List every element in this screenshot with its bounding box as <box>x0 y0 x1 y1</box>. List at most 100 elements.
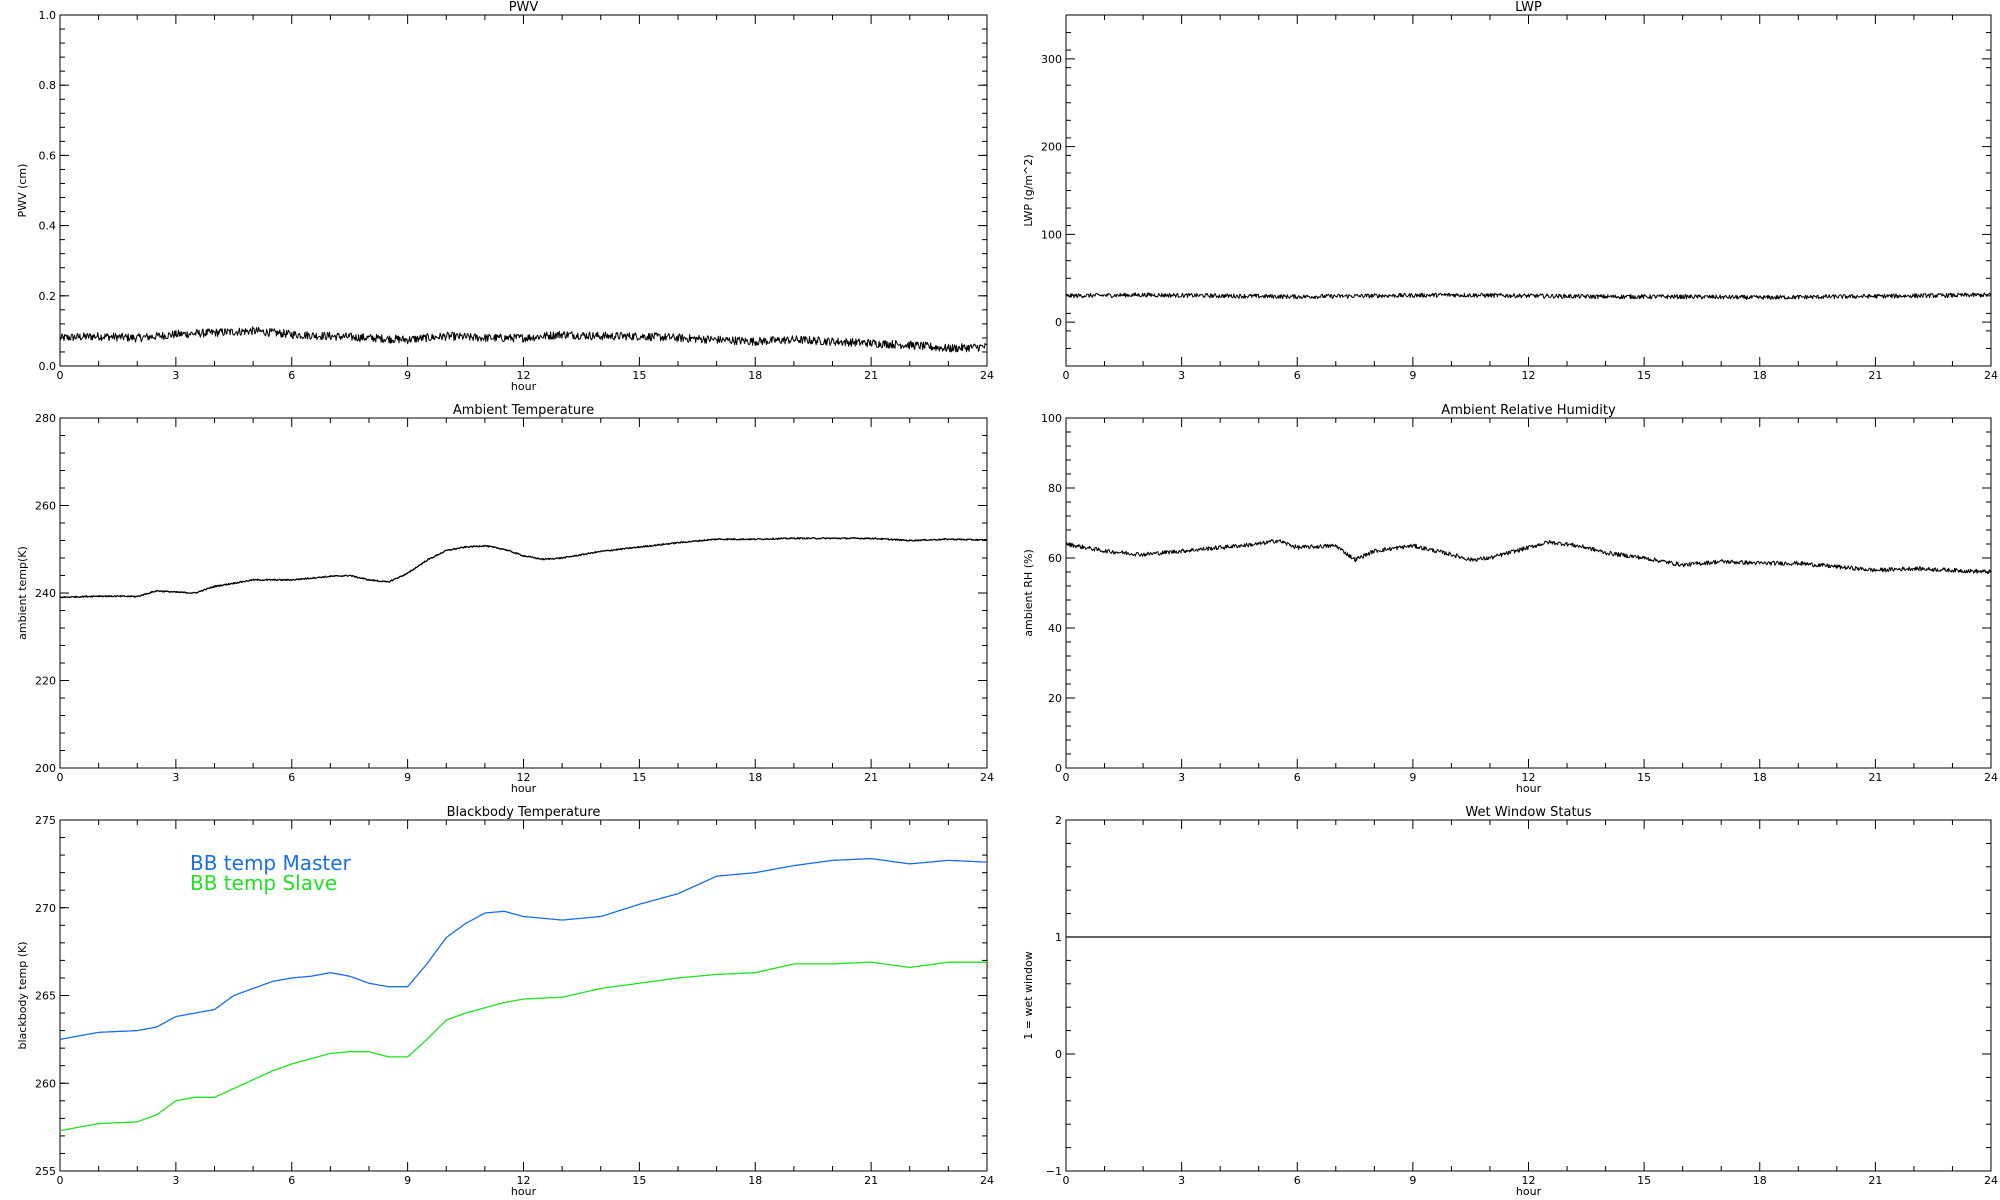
x-tick-label: 15 <box>632 771 646 784</box>
x-tick-label: 21 <box>864 369 878 382</box>
x-tick-label: 3 <box>172 771 179 784</box>
y-tick-label: 275 <box>35 814 56 827</box>
x-tick-label: 15 <box>632 369 646 382</box>
y-tick-label: 60 <box>1048 552 1062 565</box>
x-tick-label: 24 <box>1984 1174 1998 1187</box>
x-tick-label: 0 <box>1063 1174 1070 1187</box>
y-axis-label: 1 = wet window <box>1022 951 1035 1040</box>
chart-title: Ambient Temperature <box>453 403 594 418</box>
x-tick-label: 18 <box>748 1174 762 1187</box>
y-tick-label: 100 <box>1041 412 1062 425</box>
x-tick-label: 24 <box>980 771 994 784</box>
y-tick-label: 20 <box>1048 692 1062 705</box>
x-tick-label: 12 <box>1522 369 1536 382</box>
chart-panel: PWV 0 3 6 9 12 15 18 21 24 0.0 0.2 0.4 0.6 0.8 1.0 hour P… <box>16 0 994 393</box>
y-tick-label: 40 <box>1048 622 1062 635</box>
y-axis-label: PWV (cm) <box>16 164 29 218</box>
y-tick-label: 200 <box>1041 141 1062 154</box>
y-tick-label: 2 <box>1055 814 1062 827</box>
x-tick-label: 9 <box>404 1174 411 1187</box>
y-tick-label: 240 <box>35 587 56 600</box>
x-tick-label: 18 <box>1753 771 1767 784</box>
chart-panel: Blackbody Temperature 0 3 6 9 12 15 18 21 24 255 26… <box>16 805 994 1198</box>
y-tick-label: 200 <box>35 762 56 775</box>
x-tick-label: 21 <box>1868 771 1882 784</box>
x-tick-label: 3 <box>172 369 179 382</box>
chart-title: LWP <box>1515 0 1542 15</box>
x-tick-label: 18 <box>748 771 762 784</box>
x-tick-label: 0 <box>57 771 64 784</box>
x-tick-label: 18 <box>1753 369 1767 382</box>
x-tick-label: 6 <box>1294 369 1301 382</box>
y-tick-label: 0 <box>1055 316 1062 329</box>
y-axis-label: ambient RH (%) <box>1022 549 1035 637</box>
x-tick-label: 6 <box>288 771 295 784</box>
x-tick-label: 24 <box>1984 369 1998 382</box>
x-axis-label: hour <box>1516 782 1542 795</box>
x-tick-label: 6 <box>288 1174 295 1187</box>
x-tick-label: 21 <box>864 771 878 784</box>
y-tick-label: 0 <box>1055 762 1062 775</box>
legend-entry: BB temp Master <box>190 851 352 875</box>
x-tick-label: 9 <box>1409 369 1416 382</box>
legend-entry: BB temp Slave <box>190 871 337 895</box>
x-tick-label: 24 <box>1984 771 1998 784</box>
plot-frame <box>1065 14 1992 367</box>
x-tick-label: 15 <box>632 1174 646 1187</box>
y-tick-label: 255 <box>35 1165 56 1178</box>
y-tick-label: 0.4 <box>39 220 57 233</box>
series-line <box>59 857 988 1041</box>
x-tick-label: 6 <box>1294 771 1301 784</box>
y-tick-label: 0.0 <box>39 360 57 373</box>
y-tick-label: 270 <box>35 902 56 915</box>
y-tick-label: 0.6 <box>39 149 57 162</box>
x-tick-label: 3 <box>172 1174 179 1187</box>
chart-title: Ambient Relative Humidity <box>1441 403 1616 418</box>
chart-title: Blackbody Temperature <box>447 805 601 820</box>
y-tick-label: 220 <box>35 675 56 688</box>
y-tick-label: 0 <box>1055 1048 1062 1061</box>
x-axis-label: hour <box>511 782 537 795</box>
series-line <box>59 537 988 599</box>
y-tick-label: 280 <box>35 412 56 425</box>
x-tick-label: 3 <box>1178 369 1185 382</box>
x-tick-label: 18 <box>1753 1174 1767 1187</box>
x-tick-label: 0 <box>57 1174 64 1187</box>
y-tick-label: 100 <box>1041 228 1062 241</box>
x-tick-label: 6 <box>288 369 295 382</box>
x-tick-label: 0 <box>1063 771 1070 784</box>
series-line <box>1065 539 1992 575</box>
y-tick-label: 1 <box>1055 931 1062 944</box>
plot-frame <box>59 417 988 769</box>
x-tick-label: 15 <box>1637 771 1651 784</box>
x-tick-label: 3 <box>1178 1174 1185 1187</box>
plot-frame <box>1065 417 1992 769</box>
x-axis-label: hour <box>1516 1185 1542 1198</box>
y-tick-label: 260 <box>35 1077 56 1090</box>
chart-title: PWV <box>509 0 539 15</box>
x-tick-label: 21 <box>1868 369 1882 382</box>
x-tick-label: 9 <box>1409 1174 1416 1187</box>
x-tick-label: 6 <box>1294 1174 1301 1187</box>
x-axis-label: hour <box>511 380 537 393</box>
y-tick-label: 0.8 <box>39 79 57 92</box>
y-tick-label: 300 <box>1041 53 1062 66</box>
chart-panel: Ambient Temperature 0 3 6 9 12 15 18 21 24 200 220 2… <box>16 403 994 795</box>
chart-panel: LWP 0 3 6 9 12 15 18 21 24 0 100 200 300 LWP (g/m^2) <box>1022 0 1998 382</box>
y-axis-label: ambient temp(K) <box>16 546 29 640</box>
chart-panel: Ambient Relative Humidity 0 3 6 9 12 15 18 21 24 0… <box>1022 403 1998 795</box>
plot-frame <box>59 14 988 367</box>
x-tick-label: 12 <box>1522 771 1536 784</box>
x-tick-label: 12 <box>1522 1174 1536 1187</box>
chart-title: Wet Window Status <box>1465 805 1591 820</box>
x-tick-label: 24 <box>980 369 994 382</box>
x-tick-label: 9 <box>1409 771 1416 784</box>
x-tick-label: 21 <box>1868 1174 1882 1187</box>
x-axis-label: hour <box>511 1185 537 1198</box>
y-axis-label: LWP (g/m^2) <box>1022 154 1035 226</box>
y-tick-label: 1.0 <box>39 9 57 22</box>
x-tick-label: 15 <box>1637 369 1651 382</box>
series-line <box>59 326 988 353</box>
x-tick-label: 3 <box>1178 771 1185 784</box>
